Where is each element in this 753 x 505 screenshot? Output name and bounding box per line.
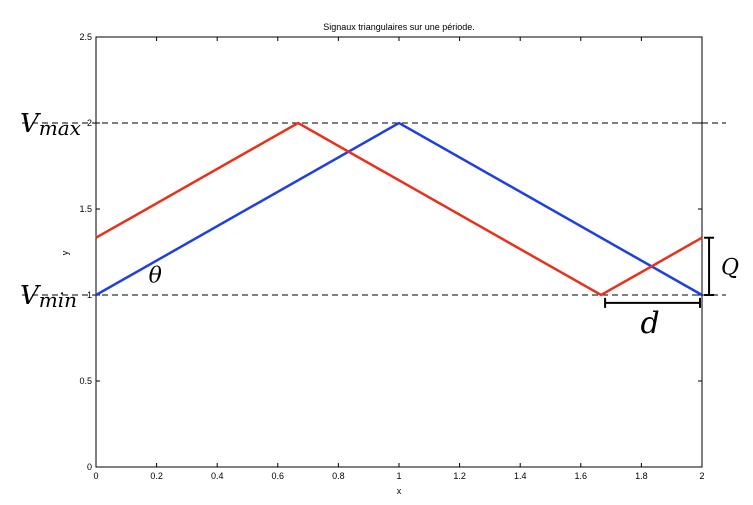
y-tick-label: 1	[87, 290, 92, 300]
x-tick-label: 2	[699, 471, 704, 481]
series-layer	[95, 121, 703, 297]
y-tick-label: 0	[87, 462, 92, 472]
x-tick-label: 0.6	[272, 471, 285, 481]
reference-label-main: V	[20, 109, 41, 139]
ticks: 0 0.2 0.4 0.6 0.8 1 1.2 1.4 1.6 1.8 2 0 0.5 1 1.5 2 2.5	[79, 32, 704, 481]
x-tick-label: 1.6	[575, 471, 588, 481]
annotation-d: d	[641, 306, 660, 341]
x-tick-label: 0.8	[332, 471, 345, 481]
annotations: θ Qd	[149, 236, 739, 341]
reference-label-sub: min	[39, 288, 77, 312]
plot-area	[95, 36, 703, 468]
chart-title: Signaux triangulaires sur une période.	[323, 22, 475, 32]
y-tick-label: 2	[87, 118, 92, 128]
reference-label-vmin: Vmin	[20, 281, 77, 312]
reference-label-main: V	[20, 281, 41, 311]
series-line-1	[95, 121, 703, 297]
y-axis-title: y	[60, 250, 70, 255]
y-tick-label: 0.5	[79, 376, 92, 386]
reference-label-sub: max	[39, 116, 81, 140]
series-line-2	[95, 121, 703, 297]
x-tick-label: 0.2	[150, 471, 163, 481]
x-axis-title: x	[397, 486, 402, 496]
x-tick-label: 0	[93, 471, 98, 481]
reference-label-vmax: Vmax	[20, 109, 81, 140]
x-tick-label: 1.8	[635, 471, 648, 481]
x-tick-label: 1	[396, 471, 401, 481]
x-tick-label: 0.4	[211, 471, 224, 481]
y-tick-label: 1.5	[79, 204, 92, 214]
annotation-theta: θ	[149, 264, 162, 289]
y-tick-label: 2.5	[79, 32, 92, 42]
x-tick-label: 1.4	[514, 471, 527, 481]
x-tick-label: 1.2	[453, 471, 466, 481]
annotation-q: Q	[721, 255, 739, 280]
